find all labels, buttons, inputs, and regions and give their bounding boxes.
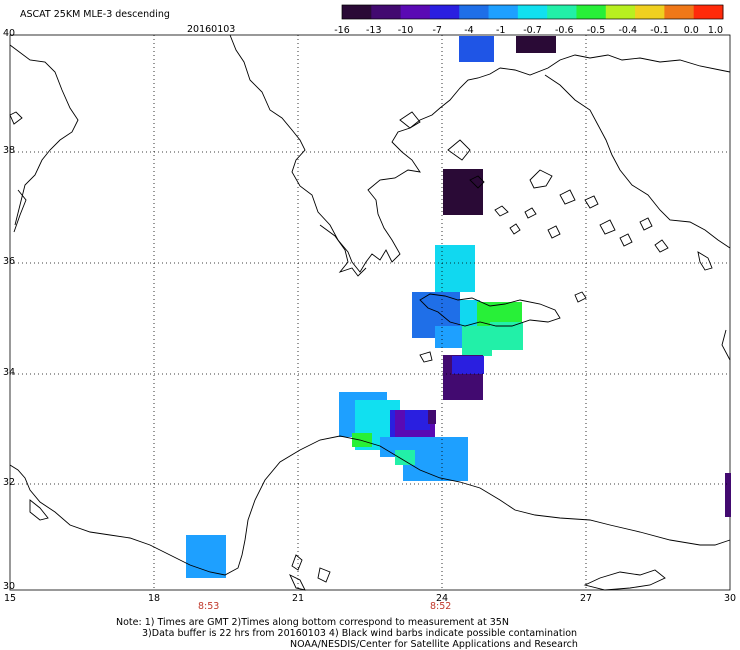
- note-line-2: 3)Data buffer is 22 hrs from 20160103 4)…: [142, 628, 577, 639]
- map-title: ASCAT 25KM MLE-3 descending: [20, 9, 170, 20]
- lon-label: 24: [436, 593, 448, 604]
- coastlines: [9, 34, 731, 591]
- time-label: 8:53: [198, 601, 219, 612]
- data-cell: [460, 300, 480, 328]
- data-cell: [405, 410, 430, 430]
- colorbar-label: -13: [366, 25, 382, 36]
- coast-italy: [9, 44, 79, 226]
- coast-africa: [9, 435, 731, 576]
- lat-label: 32: [3, 477, 15, 488]
- data-cell: [516, 36, 556, 53]
- colorbar-label: -0.7: [523, 25, 542, 36]
- colorbar-label: -0.5: [587, 25, 606, 36]
- colorbar-swatch: [605, 5, 636, 19]
- lon-labels: 15 18 21 24 27 30: [4, 593, 736, 604]
- colorbar-label: 1.0: [708, 25, 723, 36]
- colorbar-swatch: [517, 5, 548, 19]
- colorbar-swatch: [547, 5, 577, 19]
- colorbar-swatch: [635, 5, 665, 19]
- data-cell: [352, 433, 372, 447]
- lon-label: 18: [148, 593, 160, 604]
- lon-label: 27: [580, 593, 592, 604]
- coast-turkey: [544, 74, 731, 249]
- lat-label: 30: [3, 581, 15, 592]
- lon-label: 30: [724, 593, 736, 604]
- colorbar-label: -16: [334, 25, 350, 36]
- note-line-1: Note: 1) Times are GMT 2)Times along bot…: [116, 617, 509, 628]
- colorbar-swatch: [429, 5, 460, 19]
- colorbar-swatch: [488, 5, 519, 19]
- coast-crete: [419, 293, 561, 327]
- lat-lon-grid: [10, 35, 730, 590]
- colorbar-swatch: [400, 5, 431, 19]
- lat-label: 38: [3, 145, 15, 156]
- lat-label: 36: [3, 256, 15, 267]
- colorbar-swatch: [371, 5, 402, 19]
- lat-label: 34: [3, 367, 15, 378]
- colorbar-label: 0.0: [684, 25, 699, 36]
- data-cell: [462, 326, 492, 356]
- lon-label: 21: [292, 593, 304, 604]
- colorbar-label: -10: [398, 25, 414, 36]
- coast-north: [499, 54, 731, 76]
- map-frame: [9, 34, 731, 591]
- colorbar: -16 -13 -10 -7 -4 -1 -0.7 -0.6 -0.5 -0.4 -0.1 0.0 1.…: [334, 4, 724, 36]
- colorbar-label: -4: [464, 25, 473, 36]
- coast-greece: [229, 34, 501, 273]
- note-line-3: NOAA/NESDIS/Center for Satellite Applica…: [290, 639, 578, 650]
- colorbar-label: -0.4: [618, 25, 637, 36]
- data-cell: [395, 450, 415, 465]
- data-swath: [186, 36, 731, 578]
- colorbar-swatch: [576, 5, 607, 19]
- data-cell: [443, 169, 483, 215]
- colorbar-swatch: [459, 5, 490, 19]
- data-cell: [459, 36, 494, 62]
- colorbar-label: -7: [433, 25, 442, 36]
- time-label: 8:52: [430, 601, 451, 612]
- data-cell: [186, 535, 226, 578]
- data-cell: [435, 245, 475, 292]
- colorbar-label: -0.6: [555, 25, 574, 36]
- lat-labels: 40 38 36 34 32 30: [3, 28, 15, 592]
- colorbar-label: -0.1: [650, 25, 669, 36]
- data-cell: [452, 356, 484, 374]
- colorbar-swatch: [342, 5, 372, 19]
- map-date: 20160103: [187, 24, 235, 35]
- colorbar-swatch: [664, 5, 695, 19]
- colorbar-label: -1: [496, 25, 505, 36]
- lon-label: 15: [4, 593, 16, 604]
- data-cell: [490, 322, 523, 350]
- data-cell: [428, 410, 436, 424]
- data-cell: [725, 473, 731, 517]
- lat-label: 40: [3, 28, 15, 39]
- colorbar-swatch: [693, 5, 724, 19]
